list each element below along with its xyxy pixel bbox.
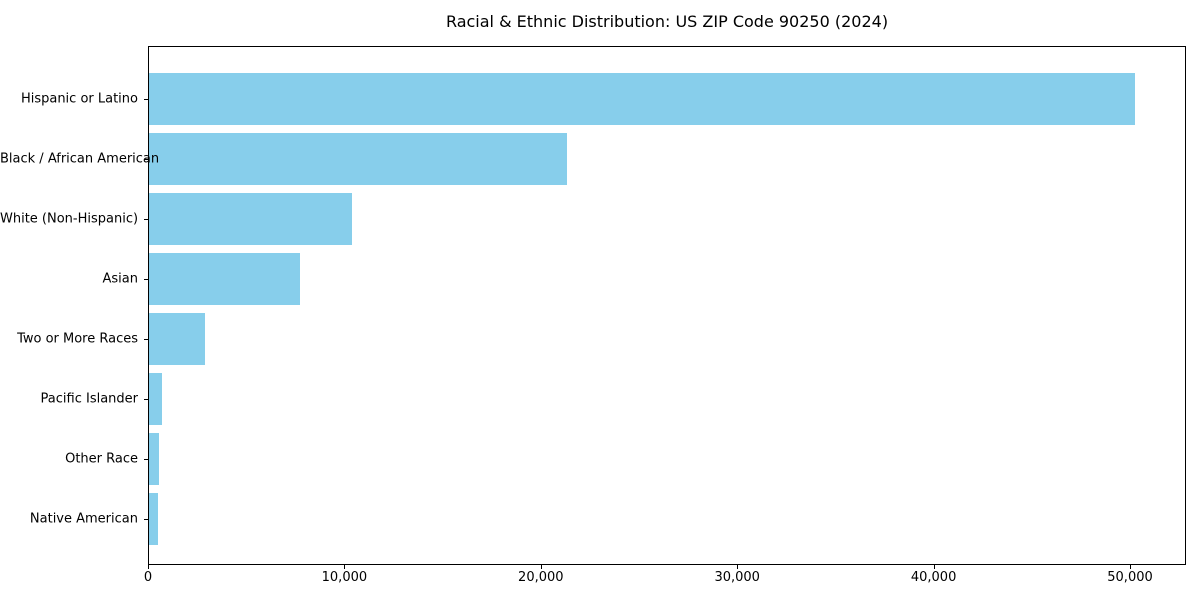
- bar-asian: [149, 253, 300, 305]
- x-tick-label-20000: 20,000: [518, 570, 564, 585]
- y-tick-label-two-or-more-races: Two or More Races: [17, 331, 138, 347]
- y-tick-label-native-american: Native American: [29, 511, 138, 527]
- y-tick-label-hispanic-or-latino: Hispanic or Latino: [20, 91, 138, 107]
- x-tick-10000: [344, 565, 345, 569]
- bar-native-american: [149, 493, 158, 545]
- plot-area: [148, 46, 1186, 565]
- y-tick-label-pacific-islander: Pacific Islander: [40, 391, 138, 407]
- bar-white-non-hispanic: [149, 193, 353, 245]
- y-tick-label-other-race: Other Race: [65, 451, 138, 467]
- x-tick-label-0: 0: [143, 570, 153, 585]
- x-tick-50000: [1130, 565, 1131, 569]
- y-tick-label-black-african-american: Black / African American: [0, 151, 160, 167]
- x-tick-label-40000: 40,000: [910, 570, 957, 585]
- y-tick-label-white-non-hispanic: White (Non-Hispanic): [0, 211, 139, 227]
- chart-title: Racial & Ethnic Distribution: US ZIP Cod…: [445, 12, 889, 31]
- x-tick-label-30000: 30,000: [714, 570, 760, 585]
- x-tick-40000: [934, 565, 935, 569]
- x-tick-20000: [541, 565, 542, 569]
- bar-two-or-more-races: [149, 313, 205, 365]
- x-tick-0: [148, 565, 149, 569]
- bar-black-african-american: [149, 133, 567, 185]
- x-tick-label-10000: 10,000: [321, 570, 368, 585]
- bar-pacific-islander: [149, 373, 162, 425]
- x-tick-label-50000: 50,000: [1107, 570, 1153, 585]
- x-tick-30000: [737, 565, 738, 569]
- y-tick-label-asian: Asian: [102, 271, 138, 287]
- bar-hispanic-or-latino: [149, 73, 1135, 125]
- bar-other-race: [149, 433, 159, 485]
